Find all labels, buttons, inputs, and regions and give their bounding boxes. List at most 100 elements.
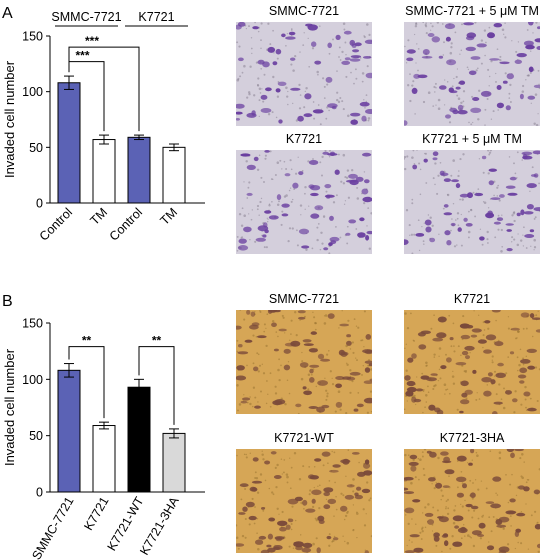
membrane-pore	[278, 358, 280, 361]
significance-label: ***	[85, 34, 99, 48]
membrane-pore	[258, 99, 261, 102]
membrane-pore	[255, 61, 258, 64]
invaded-cell	[468, 70, 477, 76]
membrane-pore	[271, 111, 274, 114]
membrane-pore	[370, 535, 372, 538]
membrane-pore	[507, 327, 510, 330]
membrane-pore	[453, 245, 457, 248]
membrane-pore	[460, 503, 462, 506]
membrane-pore	[299, 94, 302, 96]
invaded-cell	[470, 449, 475, 454]
membrane-pore	[405, 369, 408, 372]
invaded-cell	[493, 221, 501, 225]
membrane-pore	[404, 408, 406, 411]
membrane-pore	[257, 370, 260, 373]
membrane-pore	[470, 208, 473, 212]
membrane-pore	[254, 396, 257, 399]
membrane-pore	[254, 471, 257, 474]
invaded-cell	[404, 491, 415, 495]
invaded-cell	[444, 230, 451, 236]
invaded-cell	[325, 194, 331, 199]
invaded-cell	[287, 518, 294, 523]
invaded-cell	[273, 348, 279, 352]
invaded-cell	[328, 242, 333, 247]
membrane-pore	[317, 104, 320, 106]
invaded-cell	[351, 452, 360, 455]
membrane-pore	[319, 123, 322, 126]
membrane-pore	[442, 54, 445, 56]
membrane-pore	[437, 174, 440, 177]
membrane-pore	[500, 398, 503, 401]
membrane-pore	[325, 190, 328, 193]
membrane-pore	[243, 181, 245, 183]
membrane-pore	[312, 101, 315, 103]
membrane-pore	[509, 101, 512, 103]
membrane-pore	[285, 168, 288, 170]
membrane-pore	[471, 516, 474, 519]
bar-chart-b: 0 50 100 150 Invaded cell number SMMC-7721 K77…	[2, 317, 205, 560]
membrane-pore	[282, 316, 285, 319]
invaded-cell	[333, 537, 339, 541]
invaded-cell	[415, 388, 424, 392]
invaded-cell	[422, 49, 430, 55]
membrane-pore	[339, 408, 342, 411]
invaded-cell	[278, 328, 287, 332]
bar	[127, 136, 151, 204]
membrane-pore	[478, 398, 481, 400]
membrane-pore	[522, 357, 525, 360]
membrane-pore	[248, 213, 250, 215]
membrane-pore	[246, 197, 249, 199]
membrane-pore	[505, 372, 508, 375]
membrane-pore	[304, 90, 306, 93]
significance-bracket	[138, 346, 175, 425]
membrane-pore	[280, 223, 283, 226]
membrane-pore	[475, 398, 478, 401]
membrane-pore	[510, 525, 512, 527]
membrane-pore	[352, 504, 355, 506]
invaded-cell	[506, 248, 513, 252]
membrane-pore	[316, 226, 319, 229]
invaded-cell	[308, 160, 319, 165]
invaded-cell	[499, 194, 505, 198]
membrane-pore	[445, 507, 447, 510]
membrane-pore	[248, 92, 251, 96]
membrane-pore	[264, 157, 267, 160]
invaded-cell	[450, 222, 456, 227]
invaded-cell	[341, 60, 351, 65]
membrane-pore	[360, 339, 362, 342]
membrane-pore	[407, 454, 410, 457]
membrane-pore	[421, 455, 424, 458]
membrane-pore	[534, 93, 538, 96]
membrane-pore	[308, 465, 311, 468]
membrane-pore	[250, 218, 253, 221]
invaded-cell	[273, 310, 281, 313]
membrane-pore	[288, 339, 291, 342]
membrane-pore	[518, 363, 521, 367]
membrane-pore	[525, 327, 528, 330]
invaded-cell	[532, 150, 540, 155]
membrane-pore	[422, 411, 424, 414]
membrane-pore	[491, 355, 494, 358]
membrane-pore	[236, 524, 238, 527]
invaded-cell	[506, 73, 514, 80]
membrane-pore	[495, 492, 497, 495]
x-tick-label: K7721	[81, 494, 111, 532]
membrane-pore	[500, 228, 503, 232]
invaded-cell	[302, 386, 307, 390]
membrane-pore	[536, 399, 539, 403]
membrane-pore	[338, 327, 340, 329]
invaded-cell	[356, 403, 364, 408]
membrane-pore	[425, 401, 428, 403]
membrane-pore	[312, 542, 315, 546]
membrane-pore	[316, 70, 319, 74]
membrane-pore	[434, 384, 437, 387]
membrane-pore	[441, 23, 444, 25]
membrane-pore	[460, 470, 463, 473]
membrane-pore	[299, 319, 301, 321]
invaded-cell	[449, 90, 458, 94]
invaded-cell	[490, 503, 501, 509]
membrane-pore	[503, 33, 505, 35]
invaded-cell	[487, 210, 493, 216]
membrane-pore	[490, 60, 493, 63]
invaded-cell	[445, 114, 451, 119]
